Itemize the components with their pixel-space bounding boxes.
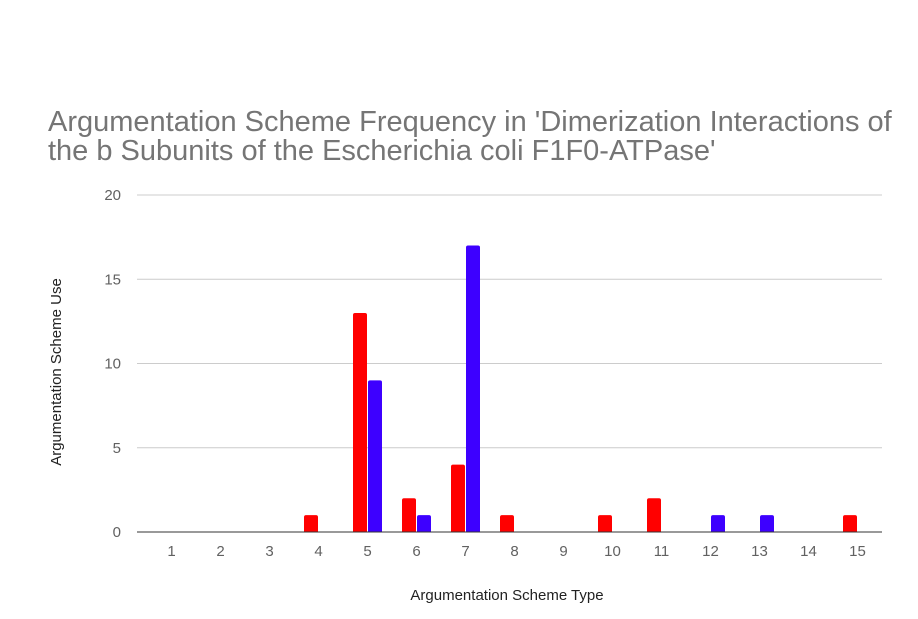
bar	[598, 515, 612, 532]
x-tick-label: 12	[702, 543, 719, 560]
bar	[417, 515, 431, 532]
x-axis-title: Argumentation Scheme Type	[410, 587, 603, 604]
x-tick-label: 15	[849, 543, 866, 560]
bars	[304, 245, 857, 533]
bar	[843, 515, 857, 532]
y-tick-label: 5	[113, 440, 121, 457]
x-tick-label: 13	[751, 543, 768, 560]
y-tick-label: 20	[104, 187, 121, 204]
y-tick-label: 10	[104, 356, 121, 373]
x-tick-label: 10	[604, 543, 621, 560]
bar	[500, 515, 514, 532]
bar	[711, 515, 725, 532]
x-tick-label: 11	[654, 543, 670, 560]
x-tick-label: 14	[800, 543, 817, 560]
x-tick-label: 3	[265, 543, 273, 560]
x-tick-label: 4	[314, 543, 322, 560]
y-tick-label: 15	[104, 271, 121, 288]
bar	[353, 312, 367, 532]
x-axis-ticks: 1 2 3 4 5 6 7 8 9 10 11 12 13 14 15	[167, 543, 866, 560]
y-axis-title: Argumentation Scheme Use	[48, 278, 65, 466]
x-tick-label: 6	[412, 543, 420, 560]
bar	[647, 498, 661, 532]
x-tick-label: 1	[167, 543, 175, 560]
x-tick-label: 2	[216, 543, 224, 560]
x-tick-label: 7	[461, 543, 469, 560]
chart-title: Argumentation Scheme Frequency in 'Dimer…	[48, 106, 892, 167]
y-tick-label: 0	[113, 524, 121, 541]
x-tick-label: 9	[559, 543, 567, 560]
x-tick-label: 5	[363, 543, 371, 560]
bar	[402, 498, 416, 532]
bar	[451, 464, 465, 532]
y-axis-ticks: 0 5 10 15 20	[104, 187, 121, 541]
bar	[368, 380, 382, 532]
gridlines	[137, 194, 882, 449]
bar	[304, 515, 318, 532]
bar	[466, 245, 480, 533]
x-tick-label: 8	[510, 543, 518, 560]
bar	[760, 515, 774, 532]
